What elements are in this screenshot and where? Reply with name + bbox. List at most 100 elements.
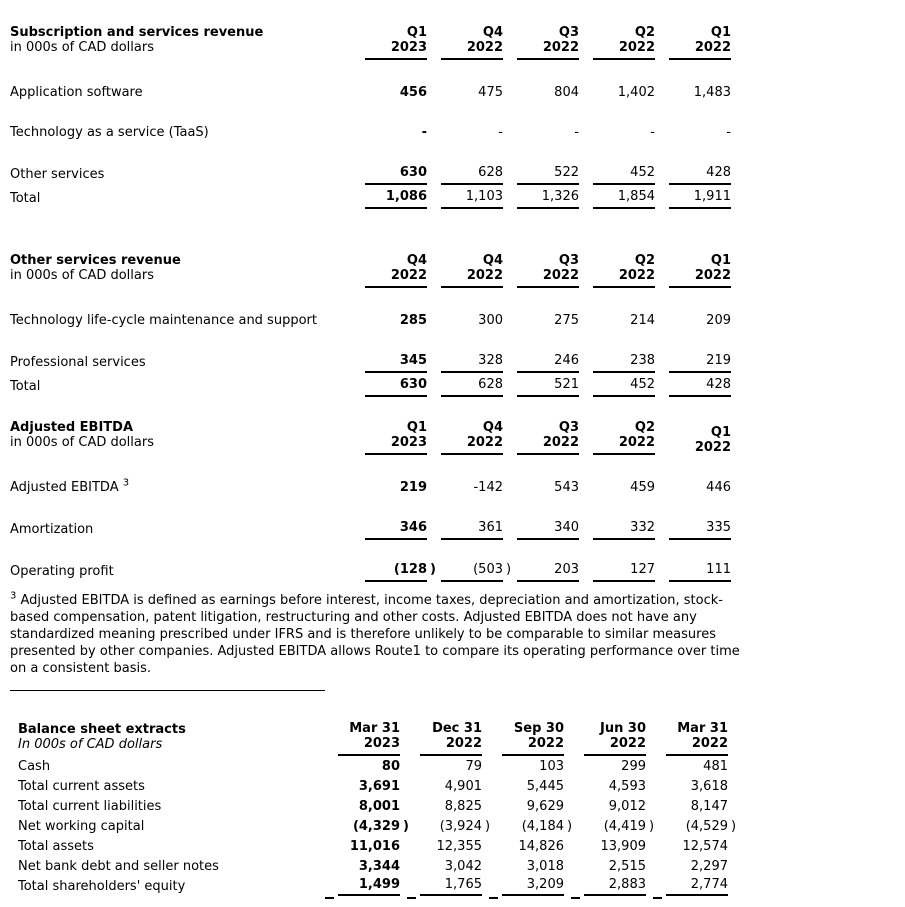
table-title: Balance sheet extracts (18, 722, 186, 737)
value-cell: 219 (669, 353, 731, 373)
value-cell: 428 (669, 377, 731, 397)
value-cell: 3,618 (690, 779, 728, 794)
column-period: Q3 (558, 253, 579, 268)
value-cell: (4,184) (521, 819, 573, 834)
value-cell: 452 (593, 377, 655, 397)
value-cell: 475 (478, 85, 503, 100)
table-title: Other services revenue (10, 253, 181, 268)
value-cell: 111 (669, 562, 731, 582)
table-row: Total 630 628 521 452 428 (10, 377, 905, 397)
column-year: 2022 (694, 440, 731, 455)
table-heading: Other services revenue in 000s of CAD dol… (10, 253, 351, 288)
column-header: Q1 2022 (669, 25, 731, 60)
value-cell: 1,765 (407, 877, 482, 899)
value-cell: 12,355 (436, 839, 483, 854)
column-year: 2022 (466, 435, 503, 450)
column-header: Q1 2022 (669, 425, 731, 455)
value-cell: 4,593 (608, 779, 646, 794)
other-services-revenue-table: Other services revenue in 000s of CAD dol… (10, 253, 905, 397)
value-cell: 1,483 (693, 85, 731, 100)
table-row: Professional services 345 328 246 238 219 (10, 353, 905, 373)
table-header-row: Other services revenue in 000s of CAD dol… (10, 253, 905, 288)
row-label: Total shareholders' equity (18, 879, 186, 894)
value-cell: 3,344 (358, 859, 400, 874)
row-label: Other services (10, 167, 105, 182)
value-cell: 521 (517, 377, 579, 397)
paren-close: ) (430, 562, 436, 577)
value-cell: 630 (365, 165, 427, 185)
paren-close: ) (731, 819, 737, 834)
value-cell: 328 (441, 353, 503, 373)
value-cell: 3,209 (489, 877, 564, 899)
footnote-sup: 3 (10, 590, 17, 602)
value-cell: 8,001 (358, 799, 400, 814)
column-period: Jun 30 (600, 721, 646, 736)
column-header: Sep 30 2022 (502, 721, 564, 756)
row-label: Professional services (10, 355, 146, 370)
column-header: Jun 30 2022 (584, 721, 646, 756)
column-header: Mar 31 2022 (666, 721, 728, 756)
column-period: Q4 (482, 420, 503, 435)
value-cell: 804 (554, 85, 579, 100)
footnote-text: Adjusted EBITDA is defined as earnings b… (10, 593, 740, 676)
row-label: Operating profit (10, 564, 114, 579)
table-row: Total current liabilities 8,001 8,825 9,629… (18, 796, 728, 816)
value-cell: (4,419) (603, 819, 655, 834)
column-year: 2022 (694, 268, 731, 283)
column-period: Q2 (634, 253, 655, 268)
value-cell: 300 (478, 313, 503, 328)
column-year: 2022 (466, 40, 503, 55)
paren-close: ) (567, 819, 573, 834)
column-period: Q4 (482, 25, 503, 40)
column-period: Sep 30 (513, 721, 564, 736)
value-cell: 459 (630, 480, 655, 495)
table-heading: Balance sheet extracts In 000s of CAD dol… (18, 722, 318, 756)
table-row: Operating profit (128) (503) 203 127 111 (10, 562, 905, 582)
value-cell: 275 (554, 313, 579, 328)
value-cell: 8,825 (444, 799, 482, 814)
value-cell: 103 (539, 759, 564, 774)
column-year: 2022 (542, 268, 579, 283)
ebitda-footnote: 3 Adjusted EBITDA is defined as earnings… (10, 590, 750, 677)
value-cell: 299 (621, 759, 646, 774)
value-cell: 12,574 (682, 839, 729, 854)
table-row: Cash 80 79 103 299 481 (18, 756, 728, 776)
row-label: Adjusted EBITDA 3 (10, 477, 130, 495)
column-year: 2022 (618, 268, 655, 283)
value-cell: - (574, 125, 579, 140)
value-cell: 209 (706, 313, 731, 328)
column-period: Q1 (406, 420, 427, 435)
value-cell: 628 (441, 165, 503, 185)
value-cell: (503) (441, 562, 511, 582)
value-cell: 3,691 (358, 779, 400, 794)
row-label: Total (10, 191, 41, 206)
row-label: Technology life-cycle maintenance and su… (10, 313, 317, 328)
column-year: 2023 (363, 736, 400, 751)
value-cell: 332 (593, 520, 655, 540)
financial-report-page: Subscription and services revenue in 000s… (10, 25, 905, 677)
column-year: 2022 (694, 40, 731, 55)
value-cell: 4,901 (444, 779, 482, 794)
value-cell: - (650, 125, 655, 140)
value-cell: 11,016 (349, 839, 400, 854)
value-cell: 1,103 (441, 189, 503, 209)
row-label: Cash (18, 759, 51, 774)
column-header: Q3 2022 (517, 25, 579, 60)
value-cell: 214 (630, 313, 655, 328)
value-cell: (4,529) (685, 819, 737, 834)
value-cell: 522 (517, 165, 579, 185)
paren-close: ) (403, 819, 409, 834)
table-heading: Subscription and services revenue in 000s… (10, 25, 351, 60)
column-period: Q2 (634, 25, 655, 40)
value-cell: 361 (441, 520, 503, 540)
column-header: Q3 2022 (517, 420, 579, 455)
value-cell: 481 (703, 759, 728, 774)
value-cell: 219 (399, 480, 427, 495)
value-cell: - (498, 125, 503, 140)
value-cell: 13,909 (600, 839, 647, 854)
column-year: 2023 (390, 40, 427, 55)
column-header: Mar 31 2023 (338, 721, 400, 756)
column-period: Q1 (710, 425, 731, 440)
value-cell: 446 (706, 480, 731, 495)
row-label: Total assets (18, 839, 94, 854)
